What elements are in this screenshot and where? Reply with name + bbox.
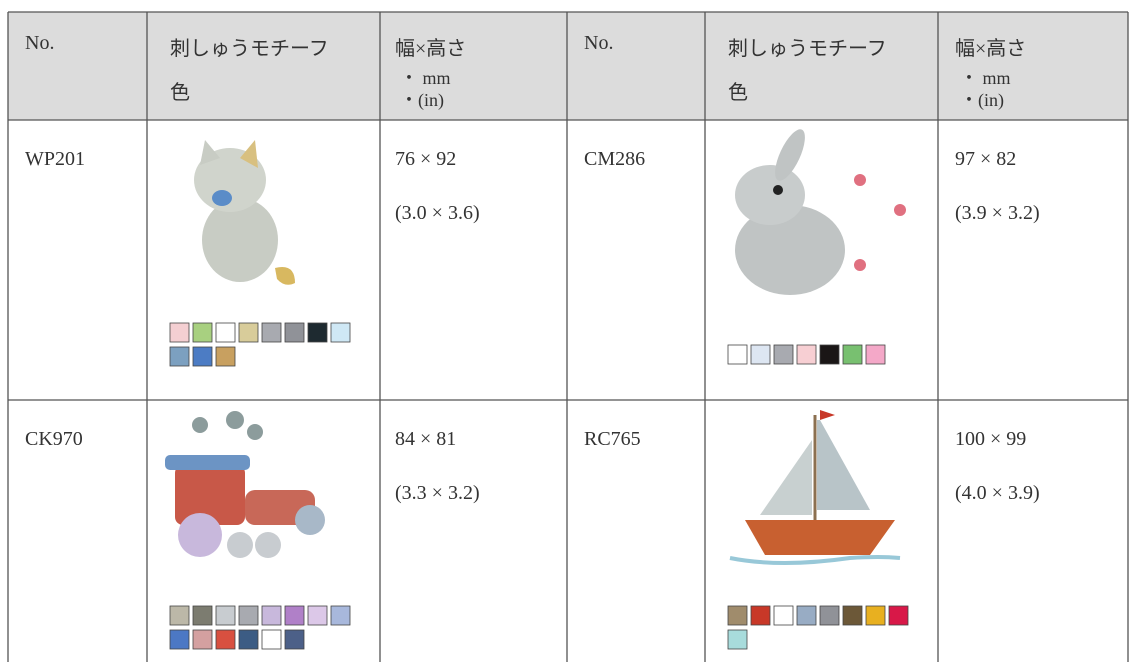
color-swatch (169, 629, 190, 650)
size-mm: 100 × 99 (955, 428, 1027, 450)
color-swatch (261, 629, 282, 650)
color-swatch (307, 605, 328, 626)
header-color: 色 (170, 82, 190, 104)
color-swatch (727, 605, 748, 626)
color-swatch (842, 605, 863, 626)
color-swatch (750, 344, 771, 365)
color-swatch (169, 322, 190, 343)
color-swatch (330, 605, 351, 626)
color-swatch (238, 605, 259, 626)
header-size: 幅×高さ (955, 38, 1027, 60)
size-mm: 97 × 82 (955, 148, 1017, 170)
color-swatch (842, 344, 863, 365)
color-swatch (727, 629, 748, 650)
color-swatch (238, 322, 259, 343)
color-swatch (330, 322, 351, 343)
header-no: No. (584, 32, 614, 54)
cat-image (194, 140, 295, 285)
size-in: (3.0 × 3.6) (395, 202, 480, 224)
color-swatch (192, 605, 213, 626)
color-swatch (888, 605, 909, 626)
item-no: WP201 (25, 148, 85, 170)
item-no: CM286 (584, 148, 646, 170)
color-swatch (215, 322, 236, 343)
color-swatch (192, 322, 213, 343)
header-bg (8, 12, 1128, 120)
header-mm: ・ mm (960, 68, 1011, 88)
color-swatch (215, 605, 236, 626)
header-no: No. (25, 32, 55, 54)
color-swatch (819, 605, 840, 626)
size-in: (4.0 × 3.9) (955, 482, 1040, 504)
size-mm: 84 × 81 (395, 428, 457, 450)
color-swatch (169, 346, 190, 367)
color-swatch (773, 344, 794, 365)
header-size: 幅×高さ (395, 38, 467, 60)
color-swatch (819, 344, 840, 365)
header-in: ・(in) (960, 90, 1004, 110)
color-swatch (865, 344, 886, 365)
header-color: 色 (728, 82, 748, 104)
color-swatch (215, 629, 236, 650)
color-swatch (215, 346, 236, 367)
color-swatch (261, 605, 282, 626)
color-swatch (284, 322, 305, 343)
ship-image (729, 410, 901, 565)
color-swatch (192, 629, 213, 650)
header-motif: 刺しゅうモチーフ (170, 38, 329, 60)
train-image (165, 411, 325, 558)
size-mm: 76 × 92 (395, 148, 457, 170)
color-swatch (284, 605, 305, 626)
color-swatch (192, 346, 213, 367)
color-swatch (261, 322, 282, 343)
color-swatch (307, 322, 328, 343)
size-in: (3.3 × 3.2) (395, 482, 480, 504)
size-in: (3.9 × 3.2) (955, 202, 1040, 224)
color-swatch (238, 629, 259, 650)
header-motif: 刺しゅうモチーフ (728, 38, 887, 60)
color-swatch (796, 344, 817, 365)
color-swatch (750, 605, 771, 626)
color-swatch (169, 605, 190, 626)
item-no: RC765 (584, 428, 641, 450)
header-mm: ・ mm (400, 68, 451, 88)
color-swatch (796, 605, 817, 626)
color-swatch (865, 605, 886, 626)
header-in: ・(in) (400, 90, 444, 110)
color-swatch (284, 629, 305, 650)
color-swatch (727, 344, 748, 365)
item-no: CK970 (25, 428, 83, 450)
rabbit-image (735, 129, 906, 295)
color-swatch (773, 605, 794, 626)
